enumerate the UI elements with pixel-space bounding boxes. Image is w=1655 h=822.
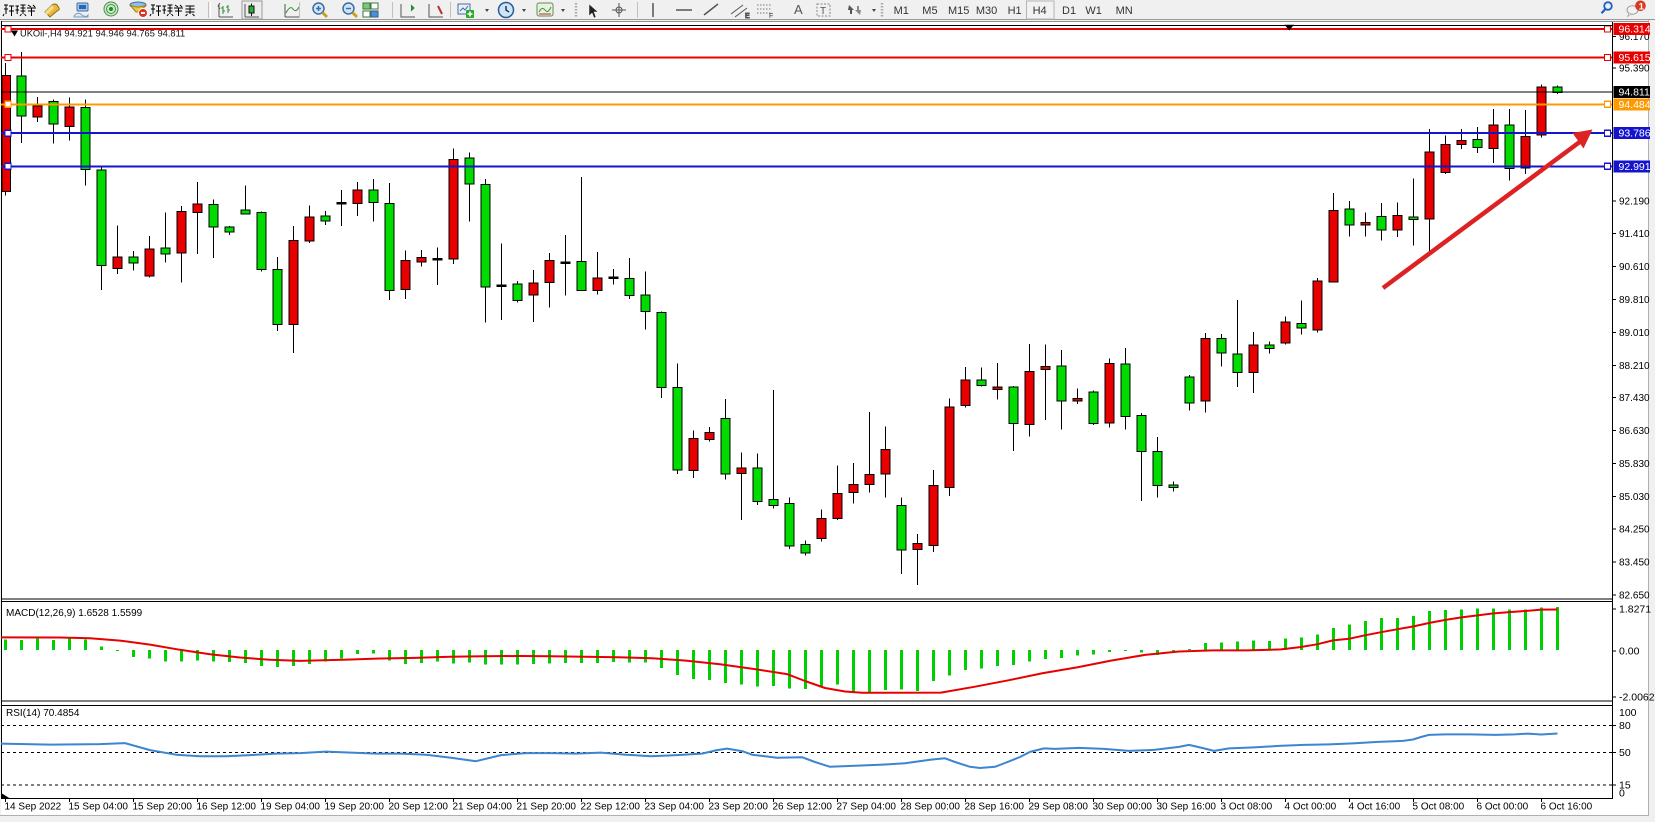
svg-text:95.390: 95.390 bbox=[1619, 64, 1650, 75]
svg-text:M15: M15 bbox=[948, 5, 969, 17]
svg-text:15: 15 bbox=[1619, 780, 1631, 792]
svg-text:87.430: 87.430 bbox=[1619, 393, 1650, 404]
svg-text:3 Oct 08:00: 3 Oct 08:00 bbox=[1221, 802, 1273, 813]
svg-text:H4: H4 bbox=[1033, 5, 1047, 17]
svg-text:90.610: 90.610 bbox=[1619, 262, 1650, 273]
svg-text:19 Sep 20:00: 19 Sep 20:00 bbox=[325, 802, 385, 813]
svg-text:83.450: 83.450 bbox=[1619, 557, 1650, 568]
svg-text:93.786: 93.786 bbox=[1619, 128, 1651, 140]
svg-text:88.210: 88.210 bbox=[1619, 361, 1650, 372]
svg-text:15 Sep 04:00: 15 Sep 04:00 bbox=[69, 802, 129, 813]
svg-text:M1: M1 bbox=[894, 5, 909, 17]
svg-text:RSI(14) 70.4854: RSI(14) 70.4854 bbox=[6, 708, 80, 719]
svg-text:26 Sep 12:00: 26 Sep 12:00 bbox=[773, 802, 833, 813]
svg-text:91.410: 91.410 bbox=[1619, 229, 1650, 240]
svg-text:89.010: 89.010 bbox=[1619, 328, 1650, 339]
svg-text:4 Oct 00:00: 4 Oct 00:00 bbox=[1285, 802, 1337, 813]
svg-text:H1: H1 bbox=[1008, 5, 1022, 17]
svg-text:96.314: 96.314 bbox=[1619, 24, 1651, 36]
svg-text:100: 100 bbox=[1619, 707, 1637, 719]
svg-text:22 Sep 12:00: 22 Sep 12:00 bbox=[581, 802, 641, 813]
svg-text:23 Sep 04:00: 23 Sep 04:00 bbox=[645, 802, 705, 813]
svg-text:94.484: 94.484 bbox=[1619, 99, 1651, 111]
svg-text:4 Oct 16:00: 4 Oct 16:00 bbox=[1349, 802, 1401, 813]
svg-text:1.8271: 1.8271 bbox=[1619, 603, 1651, 615]
svg-text:20 Sep 12:00: 20 Sep 12:00 bbox=[389, 802, 449, 813]
svg-text:UKOil-,H4 94.921 94.946 94.76: UKOil-,H4 94.921 94.946 94.765 94.811 bbox=[20, 28, 185, 38]
svg-text:82.650: 82.650 bbox=[1619, 590, 1650, 601]
svg-text:6 Oct 00:00: 6 Oct 00:00 bbox=[1477, 802, 1529, 813]
svg-text:1: 1 bbox=[1639, 1, 1645, 12]
svg-text:21 Sep 04:00: 21 Sep 04:00 bbox=[453, 802, 513, 813]
svg-text:29 Sep 08:00: 29 Sep 08:00 bbox=[1029, 802, 1089, 813]
svg-text:28 Sep 16:00: 28 Sep 16:00 bbox=[965, 802, 1025, 813]
svg-text:92.190: 92.190 bbox=[1619, 197, 1650, 208]
svg-text:E: E bbox=[745, 13, 750, 20]
svg-text:16 Sep 12:00: 16 Sep 12:00 bbox=[197, 802, 257, 813]
svg-text:W1: W1 bbox=[1085, 5, 1102, 17]
svg-text:19 Sep 04:00: 19 Sep 04:00 bbox=[261, 802, 321, 813]
svg-text:MACD(12,26,9) 1.6528 1.5599: MACD(12,26,9) 1.6528 1.5599 bbox=[6, 608, 143, 619]
svg-text:A: A bbox=[794, 2, 803, 17]
svg-text:14 Sep 2022: 14 Sep 2022 bbox=[5, 802, 62, 813]
svg-text:94.811: 94.811 bbox=[1619, 87, 1650, 99]
svg-text:0: 0 bbox=[1619, 787, 1625, 799]
svg-text:5 Oct 08:00: 5 Oct 08:00 bbox=[1413, 802, 1465, 813]
svg-text:86.630: 86.630 bbox=[1619, 426, 1650, 437]
svg-text:M5: M5 bbox=[922, 5, 937, 17]
svg-text:95.615: 95.615 bbox=[1619, 52, 1651, 64]
svg-text:-2.0062: -2.0062 bbox=[1619, 691, 1655, 703]
svg-text:85.830: 85.830 bbox=[1619, 459, 1650, 470]
svg-text:6 Oct 16:00: 6 Oct 16:00 bbox=[1541, 802, 1593, 813]
svg-text:28 Sep 00:00: 28 Sep 00:00 bbox=[901, 802, 961, 813]
svg-text:50: 50 bbox=[1619, 747, 1631, 759]
svg-text:84.250: 84.250 bbox=[1619, 524, 1650, 535]
svg-text:15 Sep 20:00: 15 Sep 20:00 bbox=[133, 802, 193, 813]
svg-text:30 Sep 00:00: 30 Sep 00:00 bbox=[1093, 802, 1153, 813]
svg-text:85.030: 85.030 bbox=[1619, 492, 1650, 503]
svg-text:M30: M30 bbox=[976, 5, 997, 17]
svg-text:92.991: 92.991 bbox=[1619, 161, 1651, 173]
svg-text:23 Sep 20:00: 23 Sep 20:00 bbox=[709, 802, 769, 813]
svg-text:89.810: 89.810 bbox=[1619, 295, 1650, 306]
svg-text:96.170: 96.170 bbox=[1619, 32, 1650, 43]
svg-text:80: 80 bbox=[1619, 720, 1631, 732]
svg-text:D1: D1 bbox=[1062, 5, 1076, 17]
svg-text:27 Sep 04:00: 27 Sep 04:00 bbox=[837, 802, 897, 813]
svg-text:T: T bbox=[820, 6, 826, 17]
svg-text:F: F bbox=[769, 13, 773, 20]
svg-text:0.00: 0.00 bbox=[1619, 645, 1640, 657]
svg-text:21 Sep 20:00: 21 Sep 20:00 bbox=[517, 802, 577, 813]
svg-text:MN: MN bbox=[1116, 5, 1133, 17]
svg-text:30 Sep 16:00: 30 Sep 16:00 bbox=[1157, 802, 1217, 813]
